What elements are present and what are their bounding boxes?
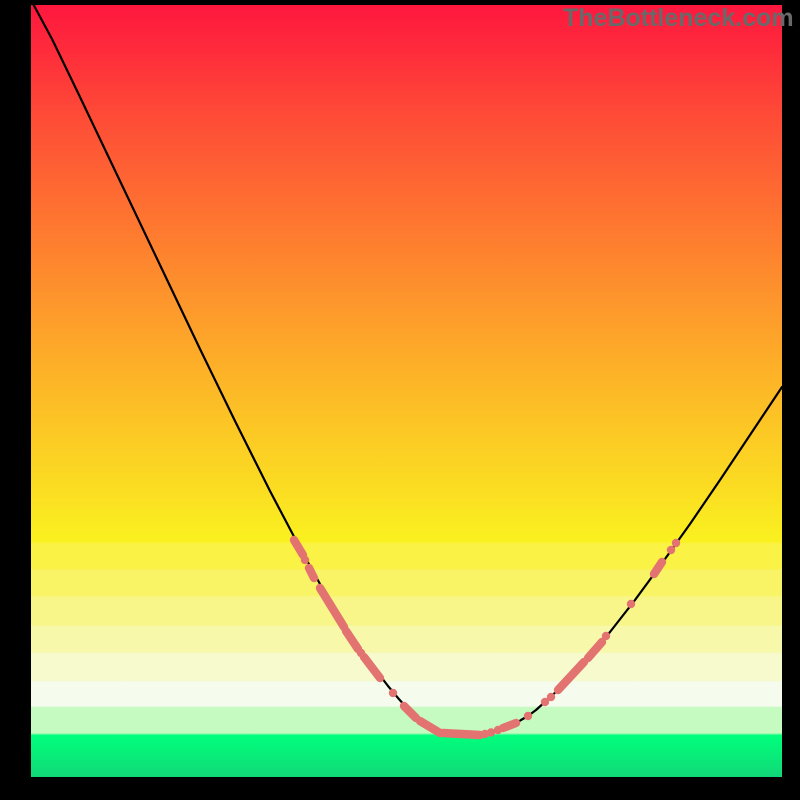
marker-point [667, 546, 675, 554]
marker-point [389, 689, 397, 697]
marker-point [602, 632, 610, 640]
marker-point [547, 693, 555, 701]
plot-background [31, 5, 782, 777]
marker-segment [443, 733, 480, 735]
watermark-text: TheBottleneck.com [563, 4, 794, 33]
marker-segment [503, 723, 516, 728]
marker-segment [309, 568, 314, 578]
marker-point [672, 539, 680, 547]
marker-point [524, 712, 532, 720]
marker-point [301, 556, 309, 564]
marker-point [627, 600, 635, 608]
